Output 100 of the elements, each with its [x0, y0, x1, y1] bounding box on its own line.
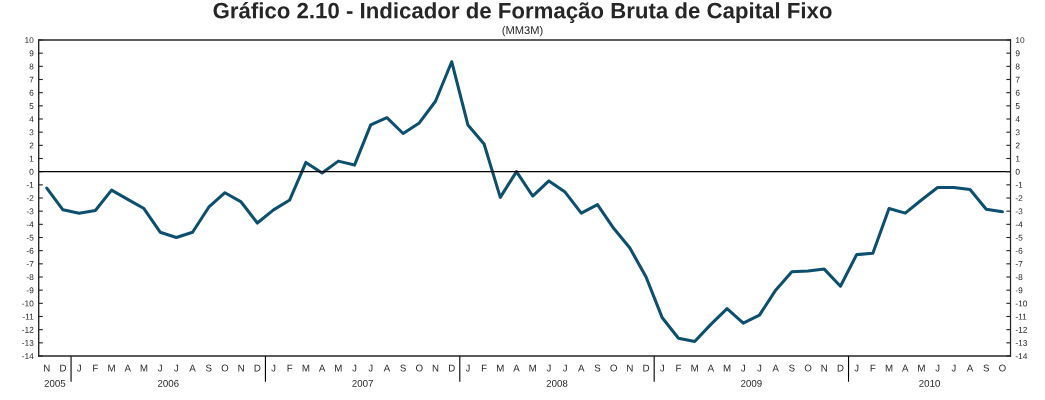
x-tick-label: A: [707, 364, 715, 372]
x-tick-label: M: [497, 364, 504, 372]
x-tick-label: M: [140, 364, 148, 372]
x-tick-label: S: [983, 364, 990, 372]
x-tick-label: O: [221, 364, 229, 372]
x-tick-label: J: [659, 364, 664, 372]
y2-tick-label: 10: [1016, 37, 1025, 44]
y-tick-label: -3: [26, 208, 34, 215]
y-tick-label: -14: [22, 353, 34, 360]
y2-tick-label: -9: [1015, 287, 1023, 294]
x-tick-label: S: [400, 364, 406, 372]
x-tick-label: A: [578, 364, 585, 372]
x-tick-label: J: [546, 364, 551, 372]
x-tick-label: D: [254, 364, 261, 372]
x-tick-label: J: [854, 364, 859, 372]
x-tick-label: J: [271, 364, 276, 372]
chart-subtitle: (MM3M): [502, 25, 543, 37]
x-tick-label: N: [44, 364, 50, 372]
x-tick-label: F: [481, 364, 487, 372]
y-tick-label: 1: [29, 155, 34, 162]
y-tick-label: -11: [22, 313, 34, 320]
y-tick-label: -5: [26, 234, 34, 241]
x-tick-label: F: [93, 364, 98, 372]
x-tick-label: J: [368, 364, 373, 372]
y2-tick-label: 1: [1016, 155, 1020, 162]
y2-tick-label: -14: [1015, 353, 1028, 360]
y-tick-label: 3: [29, 129, 34, 136]
x-tick-label: N: [627, 364, 633, 372]
x-tick-label: A: [966, 364, 974, 372]
y2-tick-label: -5: [1015, 234, 1023, 241]
x-tick-label: A: [772, 364, 779, 372]
y-tick-label: -2: [26, 195, 34, 202]
y2-tick-label: -8: [1015, 274, 1023, 281]
y-tick-label: -12: [22, 326, 34, 333]
x-tick-label: D: [837, 364, 844, 372]
y2-tick-label: 9: [1015, 50, 1020, 57]
x-tick-label: M: [108, 364, 115, 372]
x-tick-label: N: [238, 364, 244, 372]
x-tick-label: D: [448, 364, 455, 372]
y2-tick-label: 6: [1015, 89, 1020, 96]
y2-tick-label: 2: [1015, 142, 1020, 149]
x-tick-label: J: [562, 364, 567, 372]
x-tick-label: A: [124, 364, 131, 372]
text: 2008: [546, 379, 568, 387]
y-tick-label: -1: [26, 182, 34, 188]
x-tick-label: M: [691, 364, 698, 372]
y2-tick-label: 5: [1015, 103, 1020, 109]
y-tick-label: -10: [22, 300, 34, 307]
x-tick-label: S: [789, 364, 795, 372]
x-tick-label: J: [157, 364, 162, 372]
x-tick-label: O: [415, 364, 423, 372]
y-tick-label: -4: [26, 221, 34, 228]
y-tick-label: -13: [22, 340, 34, 346]
x-tick-label: D: [643, 364, 650, 372]
x-tick-label: J: [465, 364, 470, 372]
text: 2009: [741, 379, 762, 387]
x-tick-label: F: [287, 364, 293, 372]
text: 2006: [157, 379, 179, 387]
x-tick-label: O: [804, 364, 812, 372]
y-tick-label: 0: [29, 168, 34, 175]
x-tick-label: A: [902, 364, 909, 372]
y2-tick-label: 8: [1015, 63, 1020, 70]
y-tick-label: 10: [25, 37, 34, 44]
y2-tick-label: 7: [1015, 76, 1020, 83]
text: 2007: [352, 379, 373, 387]
x-tick-label: A: [189, 364, 196, 372]
chart-title: Gráfico 2.10 - Indicador de Formação Bruta de Capital Fixo: [213, 2, 832, 23]
y2-tick-label: -6: [1015, 247, 1023, 254]
y-tick-label: 8: [29, 63, 34, 70]
y2-tick-label: -2: [1015, 195, 1023, 202]
y2-tick-label: 4: [1015, 116, 1020, 123]
y2-tick-label: -10: [1015, 300, 1028, 307]
y2-tick-label: -7: [1015, 261, 1023, 267]
x-tick-label: F: [676, 364, 682, 372]
x-tick-label: M: [335, 364, 342, 372]
y-tick-label: -8: [26, 274, 34, 281]
y-tick-label: -7: [26, 261, 34, 267]
line-series: [45, 60, 1004, 344]
x-tick-label: J: [935, 364, 940, 372]
y2-tick-label: -12: [1015, 326, 1027, 333]
x-tick-label: N: [432, 364, 439, 372]
y2-tick-label: -3: [1015, 208, 1023, 215]
x-tick-label: J: [740, 364, 745, 372]
y-tick-label: -9: [26, 287, 34, 294]
x-tick-label: O: [610, 364, 617, 372]
y-tick-label: 7: [29, 76, 34, 83]
y-tick-label: -6: [26, 247, 34, 254]
y2-tick-label: -11: [1015, 313, 1027, 320]
x-tick-label: M: [723, 364, 731, 372]
x-tick-label: J: [76, 364, 81, 372]
x-tick-label: A: [383, 364, 391, 372]
x-tick-label: A: [318, 364, 326, 372]
x-tick-label: S: [205, 364, 212, 372]
x-tick-label: N: [821, 364, 827, 372]
x-tick-label: S: [594, 364, 601, 372]
x-tick-label: M: [918, 364, 925, 372]
y-tick-label: 5: [29, 103, 34, 109]
x-tick-label: J: [352, 364, 357, 372]
text: 2010: [919, 379, 940, 387]
y2-tick-label: -1: [1015, 182, 1023, 188]
